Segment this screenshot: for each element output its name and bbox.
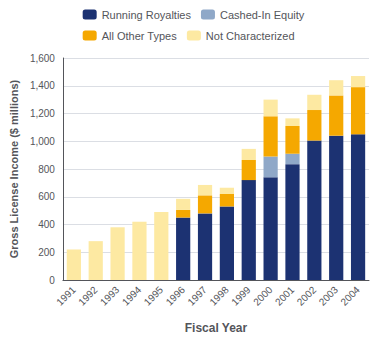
svg-text:Not Characterized: Not Characterized xyxy=(206,30,295,42)
svg-text:2001: 2001 xyxy=(273,284,297,308)
svg-text:1998: 1998 xyxy=(207,284,231,308)
svg-text:2002: 2002 xyxy=(295,284,319,308)
svg-text:Fiscal Year: Fiscal Year xyxy=(185,321,248,335)
svg-text:1991: 1991 xyxy=(54,284,78,308)
svg-text:Cashed-In Equity: Cashed-In Equity xyxy=(220,9,305,21)
svg-text:800: 800 xyxy=(38,164,55,175)
svg-text:600: 600 xyxy=(38,191,55,202)
svg-text:1999: 1999 xyxy=(229,284,253,308)
svg-text:1,400: 1,400 xyxy=(30,80,55,91)
svg-text:400: 400 xyxy=(38,219,55,230)
svg-text:0: 0 xyxy=(49,275,55,286)
svg-text:1,200: 1,200 xyxy=(30,108,55,119)
svg-text:1,600: 1,600 xyxy=(30,53,55,64)
svg-text:200: 200 xyxy=(38,247,55,258)
svg-text:1992: 1992 xyxy=(76,284,100,308)
svg-text:Running Royalties: Running Royalties xyxy=(102,9,192,21)
svg-text:1993: 1993 xyxy=(98,284,122,308)
svg-text:Gross License Income ($ millio: Gross License Income ($ millions) xyxy=(8,79,20,258)
svg-text:2000: 2000 xyxy=(251,284,275,308)
svg-text:1,000: 1,000 xyxy=(30,136,55,147)
svg-text:1995: 1995 xyxy=(142,284,166,308)
svg-text:All Other Types: All Other Types xyxy=(102,30,177,42)
svg-text:1994: 1994 xyxy=(120,284,144,308)
svg-text:1997: 1997 xyxy=(185,284,209,308)
svg-text:2004: 2004 xyxy=(338,284,362,308)
svg-text:1996: 1996 xyxy=(164,284,188,308)
svg-text:2003: 2003 xyxy=(317,284,341,308)
